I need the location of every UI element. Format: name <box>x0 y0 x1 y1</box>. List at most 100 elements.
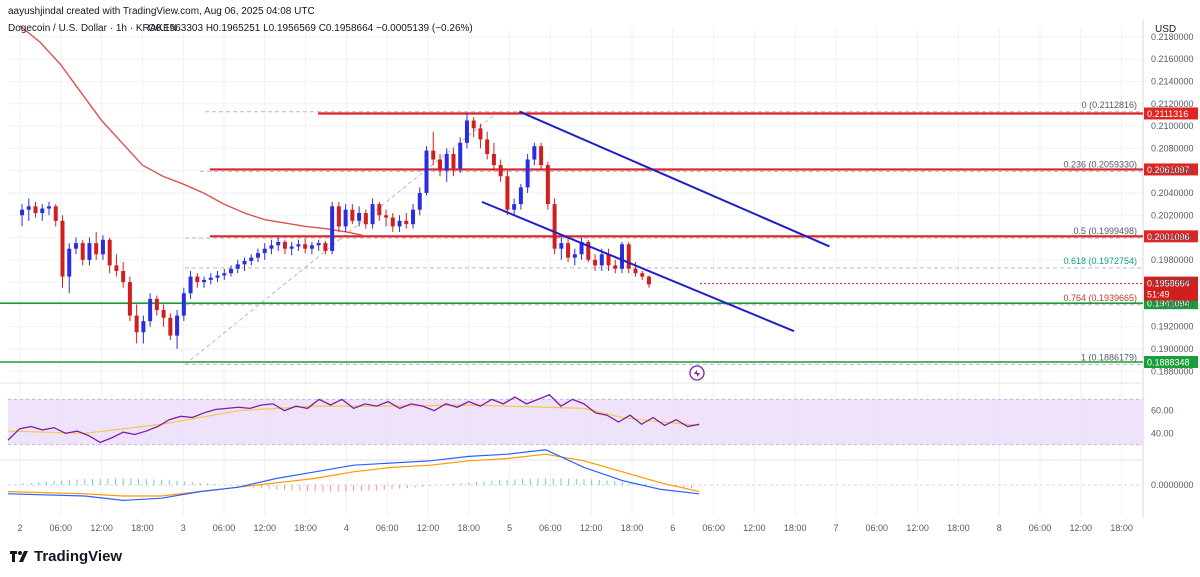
time-tick: 12:00 <box>90 523 113 533</box>
candle-body <box>154 298 159 311</box>
price-tick: 0.1900000 <box>1151 344 1194 354</box>
candle-body <box>512 204 517 210</box>
candle-body <box>458 142 463 169</box>
candle-body <box>148 298 153 322</box>
time-axis: 2 06:00 12:00 18:00 3 06:00 12:00 18:00 4 06:00 12… <box>17 523 1132 533</box>
candle-body <box>282 242 287 249</box>
candle-body <box>633 268 638 274</box>
replay-icon[interactable] <box>689 365 705 381</box>
time-tick: 2 <box>17 523 22 533</box>
moving-average <box>19 25 363 237</box>
candle-body <box>593 259 598 266</box>
time-tick: 18:00 <box>621 523 644 533</box>
price-tick: 0.2000000 <box>1151 233 1194 243</box>
candle-body <box>532 146 537 160</box>
time-tick: 18:00 <box>1110 523 1133 533</box>
candle-body <box>202 279 207 283</box>
candle-body <box>114 265 119 271</box>
candle-body <box>188 276 193 294</box>
credit-line: aayushjindal created with TradingView.co… <box>8 6 315 17</box>
candle-body <box>229 268 234 274</box>
price-tick: 0.2140000 <box>1151 77 1194 87</box>
fib-level-label: 0.764 (0.1939665) <box>1063 293 1137 303</box>
candle-body <box>87 243 92 260</box>
candle-body <box>599 254 604 266</box>
macd-panel: 0.0000000 <box>7 449 1194 502</box>
candle-body <box>640 273 645 277</box>
price-tick: 0.1960000 <box>1151 277 1194 287</box>
candle-body <box>620 244 625 269</box>
candle-body <box>431 150 436 160</box>
last-price-label: 0.1958664 <box>1147 279 1190 289</box>
candle-body <box>296 244 301 247</box>
candle-body <box>491 153 496 166</box>
price-tag <box>1144 107 1198 120</box>
currency-label: USD <box>1155 24 1176 35</box>
candle-body <box>127 282 132 316</box>
time-tick: 12:00 <box>580 523 603 533</box>
rsi-tick: 60.00 <box>1151 406 1174 416</box>
candle-body <box>646 276 651 285</box>
price-tag-label: 0.2001096 <box>1147 232 1190 242</box>
time-tick: 06:00 <box>702 523 725 533</box>
candle-body <box>518 187 523 205</box>
time-tick: 12:00 <box>743 523 766 533</box>
candle-body <box>566 243 571 258</box>
price-tick: 0.1920000 <box>1151 322 1194 332</box>
candle-body <box>60 220 65 277</box>
rsi-line <box>7 394 700 444</box>
time-tick: 3 <box>181 523 186 533</box>
time-tick: 06:00 <box>1029 523 1052 533</box>
price-tag <box>1144 163 1198 176</box>
candle-body <box>417 192 422 210</box>
candle-body <box>336 206 341 227</box>
time-tick: 7 <box>833 523 838 533</box>
candle-body <box>613 265 618 269</box>
time-tick: 18:00 <box>131 523 154 533</box>
price-tick: 0.1940000 <box>1151 299 1194 309</box>
time-tick: 6 <box>670 523 675 533</box>
price-tag <box>1144 356 1198 369</box>
candle-body <box>586 242 591 260</box>
price-tick: 0.2160000 <box>1151 54 1194 64</box>
candle-body <box>141 321 146 333</box>
macd-zero-label: 0.0000000 <box>1151 480 1194 490</box>
candle-body <box>269 245 274 249</box>
fib-level-label: 0.5 (0.1999498) <box>1073 226 1137 236</box>
price-tick: 0.2080000 <box>1151 143 1194 153</box>
price-tick: 0.1980000 <box>1151 255 1194 265</box>
candle-body <box>411 209 416 225</box>
candle-body <box>498 165 503 177</box>
candle-body <box>53 206 58 221</box>
candle-body <box>451 153 456 169</box>
candle-body <box>606 254 611 266</box>
candle-body <box>67 248 72 277</box>
time-tick: 06:00 <box>50 523 73 533</box>
macd-line <box>7 449 700 502</box>
candle-body <box>444 153 449 171</box>
candle-body <box>94 243 99 255</box>
candle-body <box>195 276 200 283</box>
candle-body <box>323 243 328 251</box>
time-tick: 06:00 <box>866 523 889 533</box>
candle-body <box>80 243 85 260</box>
candle-body <box>343 209 348 227</box>
price-tag-label: 0.2111316 <box>1147 109 1188 119</box>
price-tick: 0.2060000 <box>1151 166 1194 176</box>
candle-body <box>303 244 308 249</box>
ma-line <box>19 25 363 237</box>
price-tag-label: 0.2061097 <box>1147 165 1190 175</box>
price-tick: 0.2180000 <box>1151 32 1194 42</box>
candle-body <box>350 209 355 221</box>
rsi-tick: 40.00 <box>1151 428 1174 438</box>
candle-body <box>316 243 321 246</box>
candle-body <box>181 293 186 316</box>
channel-upper-line <box>518 110 830 248</box>
candle-body <box>377 204 382 216</box>
price-tick: 0.2020000 <box>1151 210 1194 220</box>
time-tick: 18:00 <box>458 523 481 533</box>
candle-body <box>20 209 25 216</box>
candle-body <box>390 217 395 227</box>
